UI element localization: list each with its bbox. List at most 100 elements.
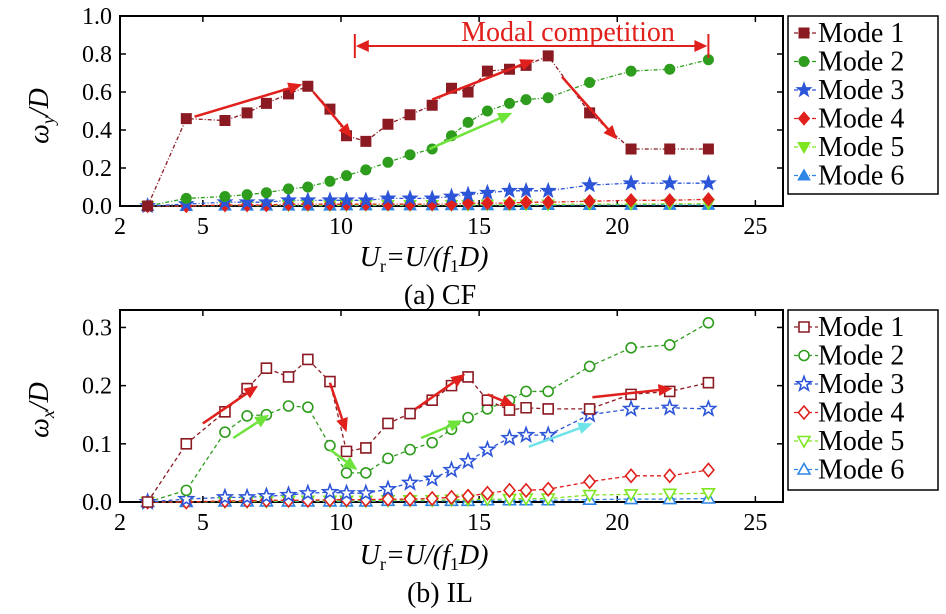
x-tick-label: 5 [197, 214, 209, 240]
data-point-mode-2 [481, 105, 493, 117]
data-point-mode-3 [699, 399, 718, 417]
legend-item-mode-6: Mode 6 [794, 161, 904, 192]
data-point-mode-1 [142, 200, 154, 212]
legend-frame-a [787, 15, 939, 195]
data-point-mode-2 [340, 467, 353, 479]
trend-arrow [232, 414, 270, 440]
panel-il: 2 5 10 15 20 250.00.10.20.3 ωx/D Ur=U/(f1D) (… [24, 309, 939, 609]
y-tick-label: 0.0 [82, 194, 112, 220]
data-point-mode-1 [481, 65, 493, 77]
legend-label: Mode 4 [818, 398, 904, 429]
trend-arrow-head [657, 384, 673, 397]
trend-arrow-shaft [414, 381, 455, 410]
data-point-mode-2 [241, 189, 253, 201]
data-point-mode-3 [237, 487, 257, 506]
trend-arrow [312, 91, 353, 138]
trend-arrow [486, 393, 516, 407]
data-point-mode-1 [260, 362, 273, 374]
legend-item-mode-5: Mode 5 [794, 426, 904, 457]
data-point-mode-3 [279, 485, 298, 503]
data-point-mode-5 [701, 487, 716, 501]
data-point-mode-3 [538, 425, 558, 444]
data-point-mode-4 [542, 194, 555, 210]
x-axis-title-a: Ur=U/(f1D) [360, 242, 489, 276]
series-line-mode-1 [147, 358, 709, 503]
data-point-mode-1 [404, 109, 416, 121]
trend-arrow-head [287, 82, 303, 95]
trend-arrow [528, 422, 593, 448]
trend-arrow-shaft [232, 421, 259, 440]
trend-arrow-shaft [328, 382, 344, 420]
data-point-mode-3 [660, 397, 680, 416]
legend-item-mode-1: Mode 1 [794, 18, 904, 49]
data-point-mode-2 [520, 385, 532, 398]
data-point-mode-3 [581, 176, 599, 193]
data-point-mode-3 [458, 451, 478, 470]
legend-item-mode-3: Mode 3 [794, 75, 904, 106]
data-point-mode-1 [503, 404, 516, 416]
trend-arrow [431, 59, 535, 101]
data-point-mode-2 [360, 164, 372, 176]
data-point-mode-2 [282, 400, 295, 412]
data-point-mode-2 [302, 401, 314, 413]
trend-arrow-shaft [486, 393, 503, 402]
data-point-mode-1 [302, 80, 314, 92]
data-point-mode-2 [702, 316, 715, 329]
series-line-mode-3 [147, 407, 709, 503]
trend-arrow-head [603, 125, 618, 140]
x-tick-label: 15 [467, 510, 491, 536]
data-point-mode-2 [241, 410, 253, 422]
data-point-mode-3 [279, 191, 298, 208]
data-point-mode-2 [664, 63, 676, 75]
x-tick-label: 20 [605, 214, 629, 240]
legend-marker [798, 27, 810, 39]
trend-arrow [561, 75, 618, 140]
data-point-mode-3 [378, 479, 398, 498]
data-point-mode-1 [702, 376, 715, 389]
legend-marker [796, 461, 812, 475]
data-point-mode-1 [583, 403, 596, 415]
data-point-mode-1 [360, 442, 372, 454]
data-point-mode-1 [241, 107, 253, 119]
legend-marker [798, 321, 810, 333]
y-tick-label: 0.2 [82, 374, 112, 400]
modal-competition-annotation: Modal competition [353, 17, 710, 58]
x-tick-label: 20 [605, 510, 629, 536]
data-point-mode-4 [701, 462, 715, 478]
data-point-mode-4 [541, 481, 555, 497]
legend-item-mode-1: Mode 1 [794, 312, 904, 343]
trend-arrow-shaft [592, 388, 659, 399]
data-point-mode-1 [462, 371, 474, 383]
trend-arrow-head [577, 422, 593, 434]
legend-label: Mode 3 [818, 369, 904, 400]
data-point-mode-4 [519, 194, 533, 210]
data-point-mode-4 [503, 195, 516, 211]
legend-label: Mode 2 [818, 47, 904, 78]
data-point-mode-1 [302, 353, 314, 366]
y-tick-label: 0.4 [82, 118, 112, 144]
data-point-mode-1 [260, 97, 272, 109]
data-point-mode-3 [298, 483, 318, 502]
data-point-mode-3 [478, 183, 496, 200]
trend-arrow-shaft [312, 91, 344, 128]
trend-arrow-head [447, 420, 463, 432]
data-point-mode-1 [382, 118, 394, 130]
legend-item-mode-6: Mode 6 [794, 455, 904, 486]
data-point-mode-1 [282, 371, 295, 383]
legend-label: Mode 6 [818, 161, 904, 192]
legend-marker [796, 435, 812, 449]
caption-b: (b) IL [407, 578, 473, 609]
data-point-mode-2 [219, 191, 231, 202]
data-point-mode-2 [542, 385, 554, 398]
data-point-mode-2 [663, 339, 676, 351]
data-point-mode-3 [423, 189, 441, 206]
data-point-mode-4 [444, 489, 459, 506]
data-point-mode-2 [219, 426, 231, 438]
data-point-mode-3 [356, 483, 376, 502]
data-point-mode-1 [219, 115, 231, 126]
data-point-mode-1 [542, 403, 554, 415]
x-axis-title-b: Ur=U/(f1D) [360, 540, 489, 574]
ticks-b: 2 5 10 15 20 250.00.10.20.3 [82, 310, 783, 536]
data-point-mode-3 [500, 181, 519, 199]
